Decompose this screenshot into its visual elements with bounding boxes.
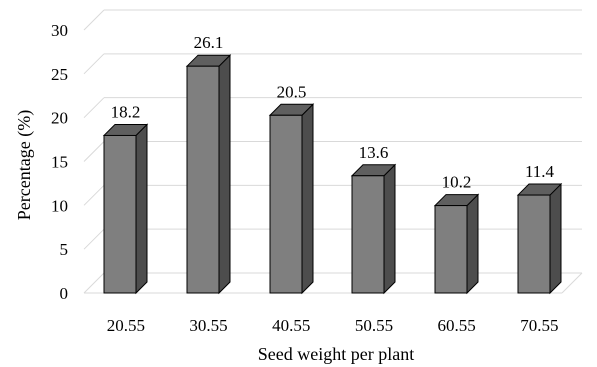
data-label: 13.6 xyxy=(359,143,389,162)
data-label: 20.5 xyxy=(277,82,307,101)
bars xyxy=(102,53,563,295)
x-tick-label: 50.55 xyxy=(355,316,393,335)
x-tick-label: 60.55 xyxy=(438,316,476,335)
gridline-connector xyxy=(83,141,105,162)
x-tick-label: 40.55 xyxy=(272,316,310,335)
data-label: 26.1 xyxy=(194,33,224,52)
bar-side-face xyxy=(383,163,396,295)
y-axis-title: Percentage (%) xyxy=(14,110,35,220)
data-label: 18.2 xyxy=(111,102,141,121)
bar-front-face xyxy=(269,114,303,294)
data-label: 11.4 xyxy=(525,162,555,181)
chart-floor xyxy=(84,272,583,294)
gridline-connector xyxy=(83,272,105,294)
bar-side-face xyxy=(549,182,562,295)
gridline-connector xyxy=(83,9,105,31)
bar xyxy=(516,182,563,295)
data-labels: 18.2 26.1 20.5 13.6 10.2 11.4 xyxy=(111,33,555,191)
floor-edge xyxy=(561,272,583,294)
y-tick-label: 20 xyxy=(51,109,68,128)
y-tick-label: 0 xyxy=(60,284,69,303)
y-tick-label: 25 xyxy=(51,65,68,84)
data-label: 10.2 xyxy=(442,173,472,192)
bar-front-face xyxy=(434,205,468,294)
gridline-connector xyxy=(83,184,105,206)
bar-front-face xyxy=(186,65,220,294)
bar xyxy=(102,123,149,295)
y-tick-label: 30 xyxy=(51,21,68,40)
bar xyxy=(268,103,315,295)
bar-front-face xyxy=(103,134,137,294)
gridline-connector xyxy=(83,228,105,250)
bar-side-face xyxy=(466,193,479,295)
bar xyxy=(433,193,480,295)
bar-side-face xyxy=(218,53,231,295)
y-tick-label: 10 xyxy=(51,196,68,215)
gridline-connector xyxy=(83,97,105,119)
x-tick-label: 30.55 xyxy=(189,316,227,335)
bar-front-face xyxy=(517,194,551,294)
gridline-connector xyxy=(83,53,105,75)
bar-front-face xyxy=(351,175,385,294)
gridlines xyxy=(83,9,582,294)
bar xyxy=(350,163,397,295)
y-tick-label: 5 xyxy=(60,240,69,259)
x-tick-label: 20.55 xyxy=(107,316,145,335)
x-axis-title: Seed weight per plant xyxy=(258,344,414,364)
x-tick-label: 70.55 xyxy=(520,316,558,335)
y-tick-label: 15 xyxy=(51,153,68,172)
bar-side-face xyxy=(301,103,314,295)
bar-side-face xyxy=(135,123,148,295)
y-axis-ticks: 0 5 10 15 20 25 30 xyxy=(51,21,68,303)
x-axis-ticks: 20.55 30.55 40.55 50.55 60.55 70.55 xyxy=(107,316,559,335)
bar xyxy=(185,53,232,295)
